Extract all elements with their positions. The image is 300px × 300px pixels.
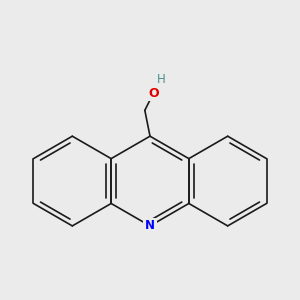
Text: O: O — [148, 87, 159, 100]
Text: H: H — [157, 73, 166, 86]
Text: N: N — [145, 219, 155, 232]
